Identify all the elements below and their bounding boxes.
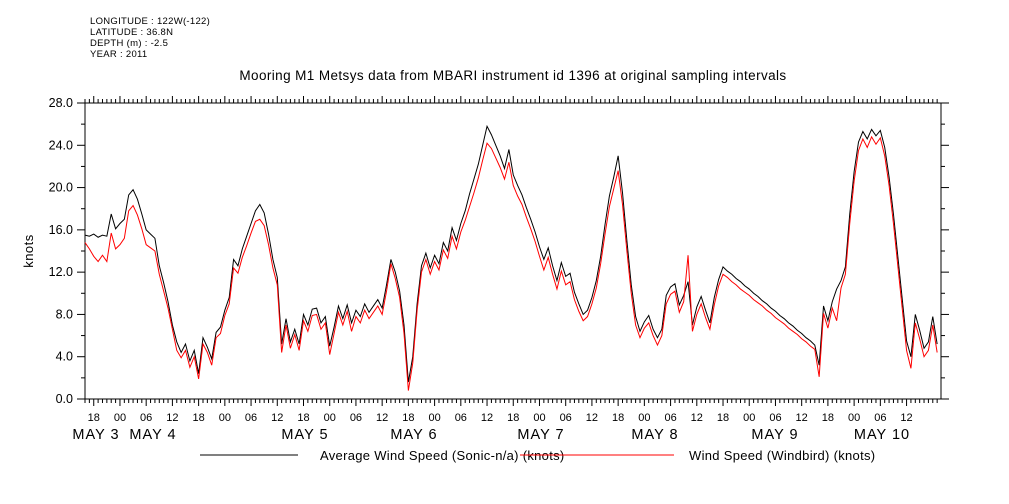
x-tick-label: 06 [769,412,781,424]
x-tick-label: 12 [900,412,912,424]
y-axis-title: knots [21,234,36,268]
x-tick-label: 18 [192,412,204,424]
x-day-label: MAY 9 [751,427,798,443]
x-tick-label: 00 [848,412,860,424]
metadata-year: YEAR : 2011 [90,49,148,60]
y-tick-label: 4.0 [56,350,73,364]
x-tick-label: 06 [455,412,467,424]
x-tick-label: 00 [428,412,440,424]
x-tick-label: 06 [245,412,257,424]
x-tick-label: 06 [874,412,886,424]
y-tick-label: 12.0 [49,265,73,279]
y-tick-label: 8.0 [56,307,73,321]
x-tick-label: 12 [586,412,598,424]
x-tick-label: 18 [297,412,309,424]
x-tick-label: 18 [822,412,834,424]
sonic-wind-speed-line [84,124,938,383]
y-tick-label: 24.0 [49,138,73,152]
x-tick-label: 12 [271,412,283,424]
x-tick-label: 12 [376,412,388,424]
x-day-label: MAY 5 [281,427,328,443]
x-day-label: MAY 4 [129,427,176,443]
x-tick-label: 18 [612,412,624,424]
plot-series [84,124,938,391]
x-day-label: MAY 10 [854,427,910,443]
x-tick-label: 12 [691,412,703,424]
metadata-depth: DEPTH (m) : -2.5 [90,38,168,49]
legend: Average Wind Speed (Sonic-n/a) (knots) W… [200,448,875,463]
metadata-latitude: LATITUDE : 36.8N [90,27,173,38]
x-tick-label: 18 [507,412,519,424]
x-tick-label: 00 [114,412,126,424]
x-tick-label: 06 [560,412,572,424]
x-tick-label: 18 [402,412,414,424]
y-tick-label: 16.0 [49,223,73,237]
y-tick-label: 28.0 [49,96,73,110]
x-tick-label: 18 [88,412,100,424]
metadata-longitude: LONGITUDE : 122W(-122) [90,16,210,27]
x-tick-label: 00 [743,412,755,424]
windbird-wind-speed-line [84,135,938,391]
metadata-block: LONGITUDE : 122W(-122) LATITUDE : 36.8N … [90,16,210,60]
x-day-label: MAY 6 [390,427,437,443]
x-tick-label: 12 [796,412,808,424]
x-tick-label: 06 [140,412,152,424]
x-tick-label: 18 [717,412,729,424]
x-day-label: MAY 8 [631,427,678,443]
x-tick-label: 06 [350,412,362,424]
y-tick-label: 20.0 [49,181,73,195]
y-tick-label: 0.0 [56,392,73,406]
legend-label-sonic: Average Wind Speed (Sonic-n/a) (knots) [320,448,565,463]
x-tick-label: 00 [324,412,336,424]
x-tick-label: 00 [533,412,545,424]
x-day-label: MAY 3 [72,427,119,443]
x-tick-label: 00 [638,412,650,424]
x-tick-label: 12 [166,412,178,424]
x-tick-label: 06 [664,412,676,424]
chart-title: Mooring M1 Metsys data from MBARI instru… [239,68,786,83]
plot-axes: 18 00 06 12 18 00 06 12 18 00 06 12 18 00 06 12 18 00 06 12… [49,96,949,443]
x-day-label: MAY 7 [517,427,564,443]
x-tick-label: 12 [481,412,493,424]
legend-label-windbird: Wind Speed (Windbird) (knots) [689,448,875,463]
x-tick-label: 00 [219,412,231,424]
